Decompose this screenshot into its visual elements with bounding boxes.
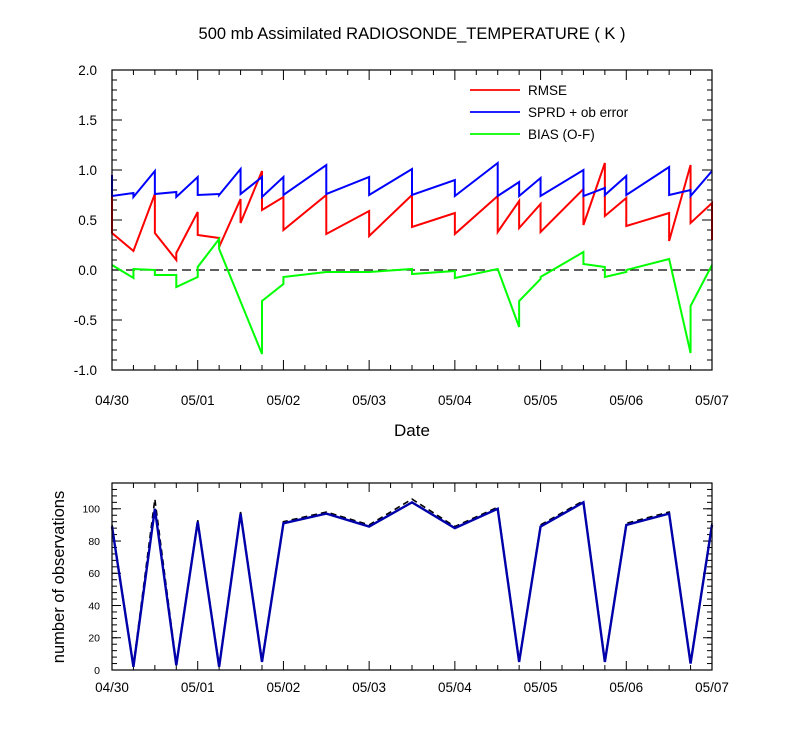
y-tick-label: 60 (88, 568, 100, 580)
y-tick-label: 1.0 (78, 163, 97, 178)
x-tick-label: 05/05 (524, 393, 558, 408)
series-line-observations-possible (111, 498, 713, 666)
y-tick-label: 80 (88, 536, 100, 548)
x-tick-label: 05/06 (609, 393, 643, 408)
x-tick-label: 05/07 (695, 680, 729, 695)
x-axis-label: Date (394, 421, 430, 440)
x-tick-label: 05/07 (695, 393, 729, 408)
legend: RMSE SPRD + ob error BIAS (O-F) (470, 83, 629, 142)
y-axis-label-observations: number of observations (50, 491, 68, 663)
y-tick-label: -0.5 (74, 313, 97, 328)
x-tick-label: 05/02 (267, 393, 301, 408)
y-tick-label: 100 (82, 504, 100, 516)
x-tick-label: 05/04 (438, 680, 472, 695)
x-tick-label: 05/04 (438, 393, 472, 408)
x-tick-label: 05/01 (181, 680, 215, 695)
top-plot-panel: 04/30 05/01 05/02 05/03 05/04 05/05 05/06 05/07… (74, 63, 729, 408)
chart-title: 500 mb Assimilated RADIOSONDE_TEMPERATUR… (199, 25, 626, 43)
y-tick-label: 0.0 (78, 263, 97, 278)
legend-entry: BIAS (O-F) (528, 127, 595, 142)
x-tick-label: 05/02 (267, 680, 301, 695)
y-tick-label: 40 (88, 600, 100, 612)
x-tick-label: 05/01 (181, 393, 215, 408)
series-line-sprd-ob-error (111, 160, 713, 200)
x-tick-label: 05/03 (352, 393, 386, 408)
x-tick-label: 05/05 (524, 680, 558, 695)
x-tick-label: 05/03 (352, 680, 386, 695)
y-tick-label: -1.0 (74, 363, 97, 378)
bottom-plot-panel: 04/30 05/01 05/02 05/03 05/04 05/05 05/06 05/07… (82, 482, 729, 695)
plot-frame (111, 482, 713, 671)
y-tick-label: 1.5 (78, 113, 97, 128)
legend-entry: RMSE (528, 83, 567, 98)
x-tick-label: 05/06 (609, 680, 643, 695)
x-tick-label: 04/30 (95, 393, 129, 408)
y-tick-label: 0.5 (78, 213, 97, 228)
legend-entry: SPRD + ob error (528, 105, 629, 120)
y-tick-label: 20 (88, 633, 100, 645)
series-line-observations-used (110, 500, 714, 667)
x-tick-label: 04/30 (95, 680, 129, 695)
y-tick-label: 0 (94, 665, 100, 677)
y-tick-label: 2.0 (78, 63, 97, 78)
series-line-bias-o-f (111, 236, 713, 355)
plot-frame (111, 69, 713, 371)
